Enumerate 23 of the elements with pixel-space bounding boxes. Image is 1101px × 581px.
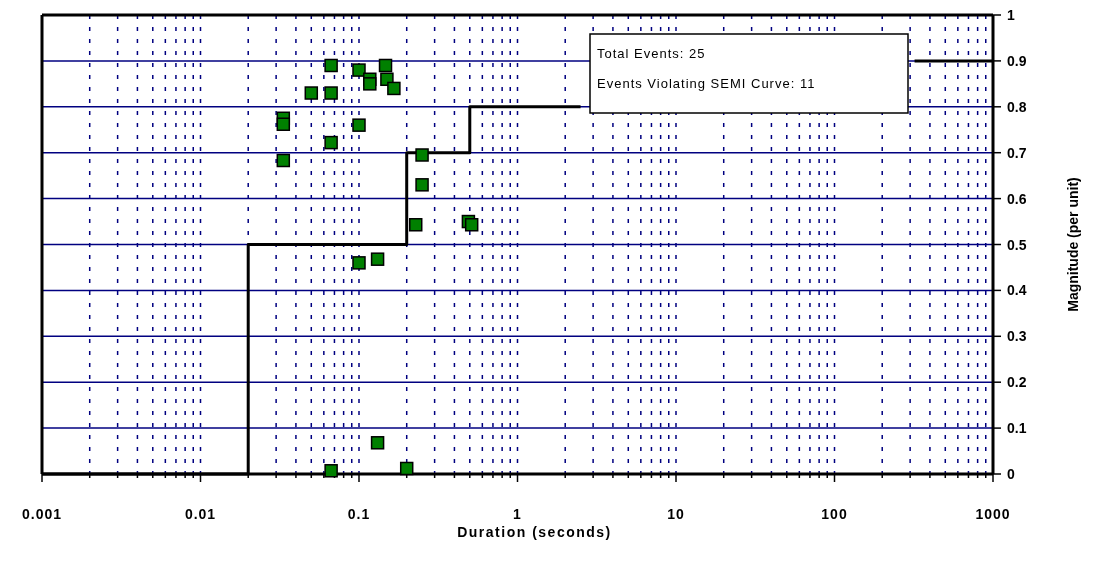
y-tick-label: 0.6 — [1007, 190, 1027, 207]
annotation: Events Violating SEMI Curve: 11 — [597, 76, 816, 91]
y-tick-label: 0.1 — [1007, 420, 1027, 437]
x-tick-label: 0.001 — [21, 506, 63, 522]
y-tick-label: 0.4 — [1007, 282, 1027, 299]
x-tick-label: 0.1 — [347, 506, 371, 522]
x-tick-label: 10 — [667, 506, 685, 522]
y-tick-label: 1 — [1007, 7, 1015, 23]
y-tick-label: 0.9 — [1007, 52, 1027, 69]
annotation: Total Events: 25 — [597, 46, 706, 61]
y-tick-label: 0.7 — [1007, 144, 1027, 161]
y-tick-label: 0 — [1007, 466, 1015, 482]
y-tick-label: 0.3 — [1007, 328, 1027, 345]
y-axis-title: Magnitude (per unit) — [1065, 177, 1081, 312]
x-tick-label: 100 — [821, 506, 848, 522]
x-tick-label: 0.01 — [184, 506, 217, 522]
y-tick-label: 0.8 — [1007, 98, 1027, 115]
y-tick-label: 0.2 — [1007, 374, 1027, 391]
x-tick-label: 1000 — [975, 506, 1011, 522]
x-axis-title: Duration (seconds) — [457, 524, 612, 540]
x-tick-label: 1 — [513, 506, 522, 522]
note-box: Total Events: 25 Events Violating SEMI Curve: 11 — [589, 33, 909, 114]
y-tick-label: 0.5 — [1007, 236, 1027, 253]
